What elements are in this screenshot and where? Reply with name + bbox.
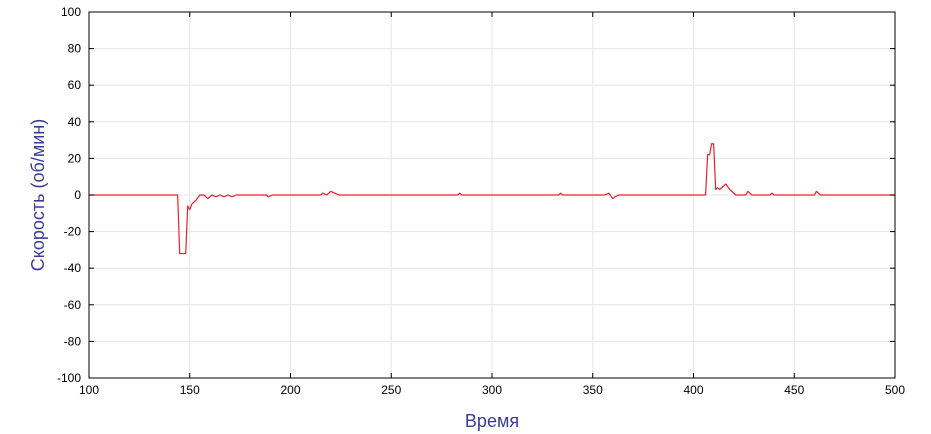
series-layer xyxy=(89,143,895,255)
x-tick-label: 500 xyxy=(885,383,905,397)
y-axis-title: Скорость (об/мин) xyxy=(28,119,48,271)
x-tick-label: 300 xyxy=(482,383,502,397)
x-tick-label: 150 xyxy=(180,383,200,397)
y-tick-label: 60 xyxy=(68,78,82,92)
x-tick-label: 250 xyxy=(381,383,401,397)
x-tick-label: 200 xyxy=(280,383,300,397)
y-tick-label: 100 xyxy=(61,5,81,19)
y-tick-label: 40 xyxy=(68,115,82,129)
ticks xyxy=(88,11,896,379)
x-tick-label: 350 xyxy=(583,383,603,397)
series-line-0 xyxy=(89,143,895,255)
x-tick-labels: 100 150 200 250 300 350 400 450 500 xyxy=(79,383,905,397)
y-tick-label: -40 xyxy=(64,261,82,275)
y-tick-label: -60 xyxy=(64,298,82,312)
y-tick-label: 80 xyxy=(68,42,82,56)
x-tick-label: 450 xyxy=(784,383,804,397)
y-tick-label: -20 xyxy=(64,225,82,239)
y-tick-labels: -100 -80 -60 -40 -20 0 20 40 60 80 100 xyxy=(57,5,81,385)
x-tick-label: 400 xyxy=(683,383,703,397)
y-tick-label: 0 xyxy=(74,188,81,202)
y-tick-label: -80 xyxy=(64,334,82,348)
x-axis-title: Время xyxy=(465,411,519,431)
y-tick-label: 20 xyxy=(68,151,82,165)
x-tick-label: 100 xyxy=(79,383,99,397)
grid xyxy=(88,11,896,379)
y-tick-label: -100 xyxy=(57,371,81,385)
